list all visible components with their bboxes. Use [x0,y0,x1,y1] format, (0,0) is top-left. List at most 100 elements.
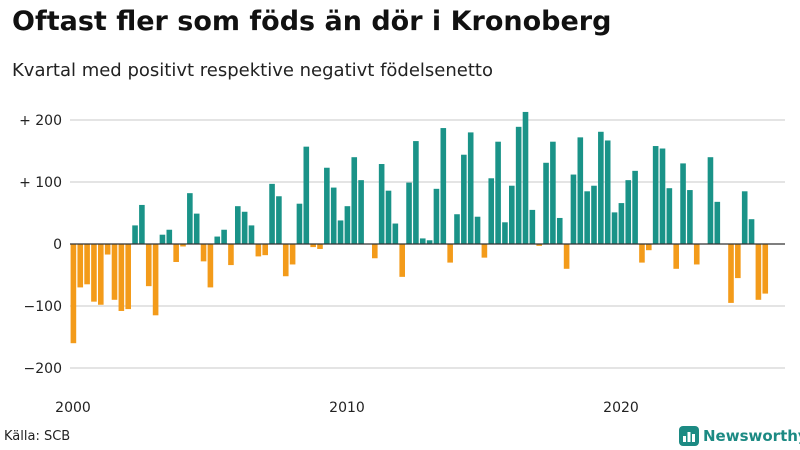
bar [139,204,145,244]
bar [563,244,570,269]
bar [378,164,385,244]
bar [385,190,392,244]
bar [372,244,378,259]
bar [515,126,522,244]
bar [104,244,111,255]
bar [187,193,193,244]
bar [324,167,330,244]
chart-title: Oftast fler som föds än dör i Kronoberg [12,6,612,37]
bar [735,244,741,279]
bar [741,191,748,244]
bar [529,209,536,244]
bar [447,244,453,263]
bar [467,132,474,244]
chart-subtitle: Kvartal med positivt respektive negativt… [12,60,493,81]
bars [70,111,769,344]
bar [152,244,159,316]
bar [748,219,755,244]
bar [221,229,227,244]
bar [440,128,447,244]
bar [646,244,652,251]
bar [570,174,577,244]
bar [625,180,632,244]
bar [714,201,721,244]
bar [276,196,282,244]
bar [70,244,77,344]
bar [248,225,255,244]
source-note: Källa: SCB [4,429,71,444]
bar [282,244,289,277]
bar [604,140,611,244]
y-tick-label: −200 [24,361,62,377]
bar [488,178,495,244]
bar [77,244,84,288]
bar [454,214,460,244]
bar [598,131,604,244]
bar [680,163,686,244]
bar [556,217,563,244]
bar [337,220,344,244]
bar [632,170,638,244]
bar [303,146,310,244]
bar [502,222,508,244]
bar [728,244,734,303]
bar [269,183,275,244]
bar [659,148,666,244]
x-tick-label: 2020 [603,400,639,416]
bar-chart: + 200 + 100 0 −100 −200 2000 2010 2020 [19,111,785,416]
bar [577,137,584,244]
bar [693,244,700,265]
bar [344,206,351,244]
bar [125,244,131,310]
bar [111,244,118,300]
bar [426,240,433,244]
bar [262,244,268,256]
y-tick-label: 0 [53,237,62,253]
bar [351,157,358,244]
bar [193,213,200,244]
bar [399,244,405,277]
bar [666,188,673,244]
bar [228,244,234,266]
x-tick-label: 2010 [329,400,365,416]
bar [550,141,556,244]
bar [652,146,659,244]
axis-labels: + 200 + 100 0 −100 −200 2000 2010 2020 [19,113,639,416]
bar [584,191,590,244]
bar [433,188,440,244]
bar [413,141,419,244]
bar [200,244,207,262]
bar [180,244,186,247]
bar [289,244,296,265]
bar [330,187,337,244]
brand-logo[interactable]: Newsworthy [679,426,800,446]
bar [392,223,399,244]
bar [91,244,97,302]
bar [419,238,426,244]
x-tick-label: 2000 [55,400,91,416]
brand-name: Newsworthy [703,427,800,445]
bar [132,225,138,244]
gridlines [70,119,785,369]
bar [159,234,166,244]
bar [214,236,221,244]
bar [618,203,625,244]
bar [687,190,693,244]
bar [639,244,645,263]
bar [509,185,515,244]
bar [118,244,125,311]
bar [145,244,152,287]
bar [591,185,597,244]
bar [358,180,364,244]
y-tick-label: + 200 [19,113,62,129]
bar [296,203,303,244]
bar [536,244,542,246]
bar [543,162,549,244]
bar [762,244,769,294]
bar [611,212,618,244]
bar [98,244,104,305]
y-tick-label: + 100 [19,175,62,191]
bar [207,244,214,288]
bar [461,154,467,244]
bar [317,244,323,249]
